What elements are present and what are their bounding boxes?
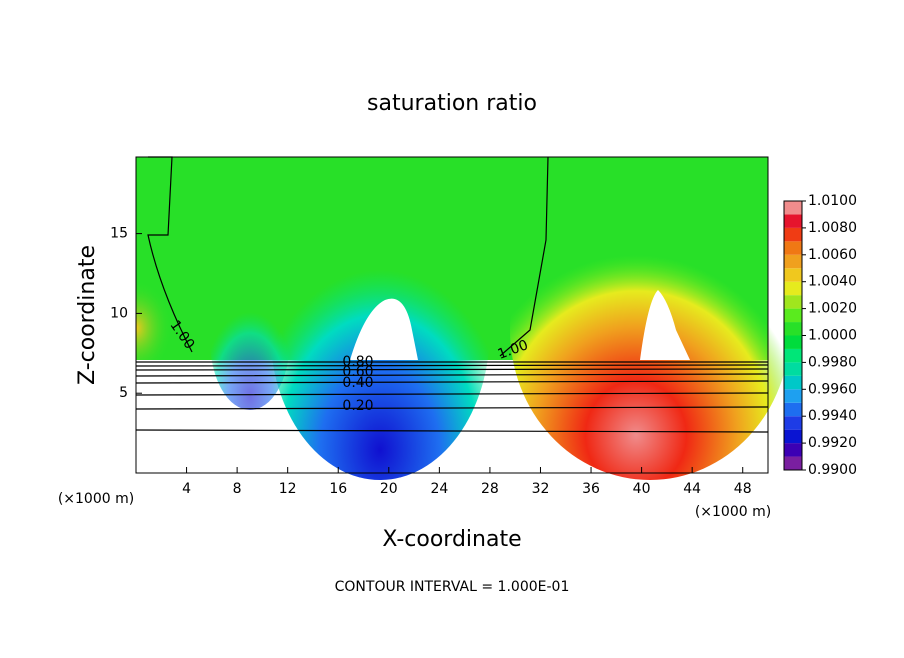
colorbar-tick-label: 1.0020 bbox=[808, 301, 857, 317]
y-axis-label: Z-coordinate bbox=[75, 245, 100, 385]
x-tick-label: 36 bbox=[582, 481, 600, 497]
colorbar-band bbox=[784, 389, 802, 403]
colorbar-tick-label: 1.0100 bbox=[808, 193, 857, 209]
x-tick-label: 20 bbox=[380, 481, 398, 497]
colorbar-tick-label: 1.0060 bbox=[808, 247, 857, 263]
contour-label: 0.20 bbox=[342, 398, 373, 414]
colorbar-band bbox=[784, 443, 802, 457]
contour-label: 0.40 bbox=[342, 375, 373, 391]
colorbar-band bbox=[784, 241, 802, 255]
colorbar-band bbox=[784, 214, 802, 228]
colorbar-tick-label: 0.9900 bbox=[808, 462, 857, 478]
colorbar-tick-label: 1.0040 bbox=[808, 274, 857, 290]
colorbar-band bbox=[784, 201, 802, 215]
colorbar-band bbox=[784, 429, 802, 444]
colorbar-band bbox=[784, 375, 802, 390]
x-axis-label: X-coordinate bbox=[382, 527, 521, 552]
footer: CONTOUR INTERVAL = 1.000E-01 bbox=[335, 579, 570, 595]
x-tick-label: 12 bbox=[279, 481, 297, 497]
colorbar-band bbox=[784, 308, 802, 323]
colorbar-band bbox=[784, 254, 802, 269]
y-tick-label: 5 bbox=[119, 385, 128, 401]
colorbar-band bbox=[784, 456, 802, 470]
colorbar-tick-label: 0.9960 bbox=[808, 381, 857, 397]
x-tick-label: 44 bbox=[683, 481, 701, 497]
x-tick-label: 24 bbox=[430, 481, 448, 497]
chart-title: saturation ratio bbox=[367, 91, 537, 116]
y-tick-label: 10 bbox=[110, 305, 128, 321]
colorbar-band bbox=[784, 322, 802, 336]
colorbar-band bbox=[784, 335, 802, 349]
colorbar-tick-label: 0.9920 bbox=[808, 435, 857, 451]
field bbox=[135, 156, 790, 480]
colorbar-tick-label: 0.9980 bbox=[808, 354, 857, 370]
plot-frame bbox=[135, 156, 769, 474]
colorbar-band bbox=[784, 402, 802, 417]
colorbar-tick-label: 1.0080 bbox=[808, 220, 857, 236]
x-unit: (×1000 m) bbox=[695, 504, 771, 520]
x-tick-label: 8 bbox=[233, 481, 242, 497]
colorbar-tick-label: 1.0000 bbox=[808, 328, 857, 344]
contour-label: 0.60 bbox=[342, 364, 373, 380]
x-tick-label: 28 bbox=[481, 481, 499, 497]
x-tick-label: 48 bbox=[734, 481, 752, 497]
x-tick-label: 16 bbox=[329, 481, 347, 497]
colorbar-band bbox=[784, 362, 802, 376]
x-tick-label: 40 bbox=[633, 481, 651, 497]
x-tick-label: 4 bbox=[182, 481, 191, 497]
colorbar-band bbox=[784, 227, 802, 242]
colorbar-band bbox=[784, 268, 802, 282]
colorbar-band bbox=[784, 295, 802, 309]
y-tick-label: 15 bbox=[110, 226, 128, 242]
x-tick-label: 32 bbox=[532, 481, 550, 497]
contour-label: 0.80 bbox=[342, 354, 373, 370]
colorbar-band bbox=[784, 348, 802, 363]
colorbar-band bbox=[784, 281, 802, 296]
y-unit: (×1000 m) bbox=[58, 491, 134, 507]
colorbar-tick-label: 0.9940 bbox=[808, 408, 857, 424]
colorbar-band bbox=[784, 416, 802, 430]
